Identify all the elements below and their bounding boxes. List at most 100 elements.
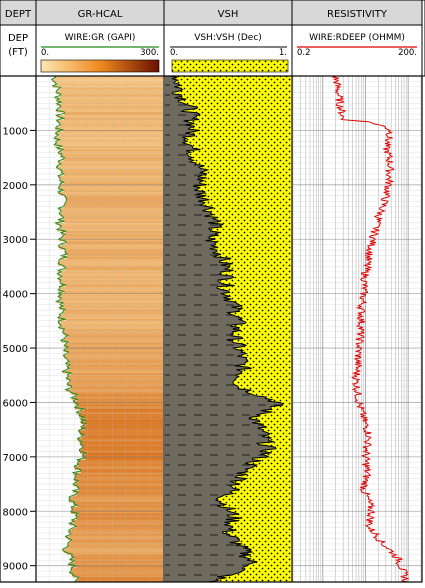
gr-fill-band [66, 358, 163, 361]
vsh-curve [169, 75, 284, 583]
gr-fill-band [56, 103, 163, 106]
depth-tick-label: 9000 [3, 562, 28, 573]
gr-fill-band [71, 386, 163, 389]
gr-fill-band [85, 420, 163, 423]
gr-fill-band [61, 271, 164, 275]
gr-fill-band [79, 431, 163, 434]
gr-fill-band [75, 515, 163, 518]
gr-fill-band [67, 382, 163, 385]
gr-fill-band [77, 578, 163, 581]
gr-fill-band [65, 343, 163, 346]
gr-fill-band [72, 528, 163, 531]
gr-fill-band [55, 77, 163, 80]
gr-fill-band [62, 306, 163, 309]
gr-fill-band [70, 381, 163, 384]
gr-fill-band [67, 366, 163, 369]
gr-fill-band [63, 149, 164, 152]
gr-fill-band [71, 562, 163, 565]
gr-fill-band [67, 384, 163, 387]
gr-fill-band [70, 364, 163, 368]
gr-fill-band [69, 368, 163, 371]
gr-fill-band [58, 296, 163, 299]
res-background [293, 76, 421, 582]
gr-fill-band [79, 449, 163, 452]
gr-fill-band [66, 242, 163, 245]
gr-fill-band [71, 555, 163, 559]
gr-fill-band [65, 231, 163, 234]
gr-fill-band [63, 173, 163, 177]
gr-fill-band [56, 110, 163, 113]
gr-fill-band [59, 286, 163, 289]
gr-fill-band [67, 360, 163, 363]
gr-fill-band [74, 402, 163, 405]
gr-fill-band [59, 180, 163, 183]
gr-fill-band [83, 425, 163, 428]
gr-fill-band [77, 459, 163, 462]
gr-fill-band [58, 160, 163, 164]
gr-fill-band [64, 203, 163, 206]
gr-fill-band [56, 136, 164, 139]
gr-fill-band [76, 485, 163, 488]
gr-fill-band [73, 400, 163, 403]
res-curve-label: WIRE:RDEEP (OHMM) [309, 33, 405, 43]
gr-fill-band [76, 565, 163, 568]
gr-fill-band [61, 276, 163, 279]
gr-fill-band [64, 204, 163, 208]
gr-fill-band [58, 186, 163, 190]
gr-fill-band [62, 129, 163, 132]
gr-fill-band [71, 392, 163, 395]
gr-fill-band [65, 266, 163, 270]
gr-fill-band [60, 214, 163, 217]
gr-curve [50, 75, 88, 583]
gr-fill-band [73, 503, 163, 506]
gr-fill-band [70, 511, 163, 514]
gr-fill-band [77, 516, 163, 519]
gr-fill-band [75, 482, 163, 485]
gr-fill-band [79, 451, 163, 454]
gr-fill-band [78, 430, 163, 433]
gr-fill-band [78, 577, 163, 580]
gr-fill-band [76, 518, 163, 521]
gr-fill-band [67, 253, 163, 257]
vsh-curve-label: VSH:VSH (Dec) [194, 33, 262, 43]
gr-fill-band [70, 534, 163, 537]
gr-fill-band [68, 335, 163, 338]
gr-fill-band [60, 299, 163, 302]
gr-fill-band [68, 564, 163, 567]
gr-fill-band [63, 338, 163, 341]
gr-fill-band [58, 162, 164, 165]
gr-fill-band [59, 224, 163, 227]
gr-fill-band [63, 311, 163, 314]
gr-fill-band [58, 219, 164, 222]
gr-fill-band [56, 120, 163, 123]
gr-fill-band [63, 206, 163, 209]
gr-fill-band [70, 533, 163, 536]
gr-fill-band [78, 492, 163, 495]
gr-fill-band [58, 320, 163, 323]
gr-fill-band [59, 262, 163, 265]
gr-fill-band [58, 322, 163, 325]
gr-color-scale [40, 59, 160, 73]
gr-fill-band [55, 222, 163, 226]
gr-fill-band [73, 484, 163, 487]
gr-fill-band [56, 90, 163, 93]
gr-fill-band [60, 209, 163, 212]
gr-fill-band [62, 332, 164, 335]
gr-fill-band [81, 448, 163, 451]
gr-fill-band [55, 82, 163, 85]
gr-fill-band [59, 288, 163, 291]
gr-fill-band [64, 309, 163, 312]
gr-fill-band [63, 159, 163, 162]
vsh-scale-min: 0. [170, 48, 178, 58]
gr-fill-band [80, 433, 163, 436]
depth-header-dep: DEP [8, 33, 28, 44]
gr-fill-band [74, 475, 163, 479]
gr-fill-band [61, 255, 163, 258]
gr-title-cell [35, 0, 165, 26]
gr-fill-band [64, 113, 163, 116]
gr-fill-band [60, 244, 163, 247]
res-curve [331, 75, 410, 583]
gr-fill-band [74, 467, 163, 470]
gr-fill-band [57, 108, 163, 111]
